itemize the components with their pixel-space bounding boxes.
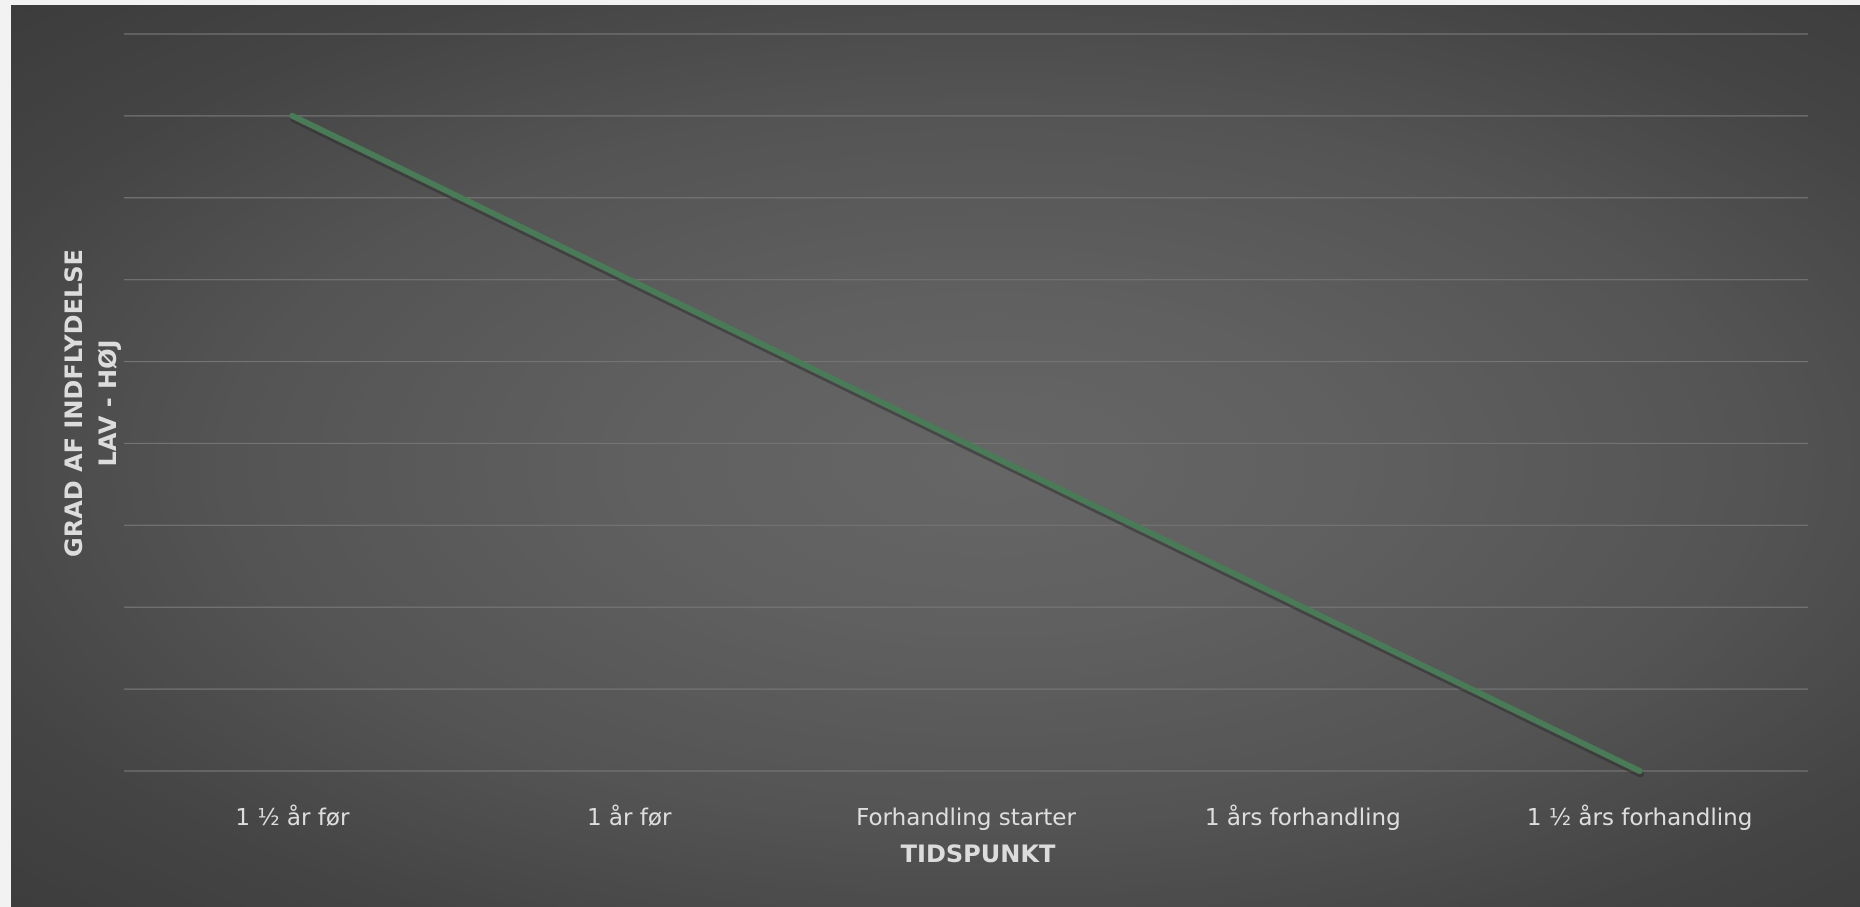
data-point-3: [1299, 604, 1306, 611]
y-axis-title-line-2: LAV - HØJ: [94, 340, 122, 467]
y-axis-title: GRAD AF INDFLYDELSE LAV - HØJ: [60, 249, 122, 557]
y-axis-title-line-1: GRAD AF INDFLYDELSE: [60, 249, 88, 557]
line-chart: 1 ½ år før 1 år før Forhandling starter 1 å…: [60, 33, 1808, 868]
x-tick-label-1: 1 år før: [587, 803, 672, 831]
x-tick-label-2: Forhandling starter: [856, 805, 1076, 831]
data-point-1: [626, 276, 633, 283]
x-tick-label-3: 1 års forhandling: [1205, 803, 1401, 831]
series-layer: [289, 112, 1645, 778]
data-point-2: [963, 440, 969, 447]
x-tick-label-0: 1 ½ år før: [235, 803, 350, 831]
chart-panel: 1 ½ år før 1 år før Forhandling starter 1 å…: [11, 5, 1860, 907]
data-point-0: [289, 112, 296, 119]
x-tick-labels: 1 ½ år før 1 år før Forhandling starter 1 å…: [235, 803, 1752, 831]
gridlines: [124, 33, 1808, 772]
x-tick-label-4: 1 ½ års forhandling: [1527, 803, 1752, 831]
x-axis-title: TIDSPUNKT: [901, 840, 1056, 868]
data-point-4: [1636, 768, 1643, 774]
